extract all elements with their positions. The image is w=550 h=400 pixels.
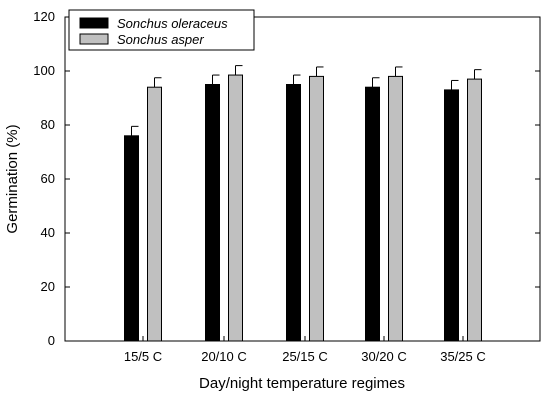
bar-series-2-5 <box>467 78 482 342</box>
bar-series-1-4 <box>365 86 380 342</box>
y-tick-label: 60 <box>41 171 55 186</box>
bar-series-2-4 <box>388 75 403 342</box>
legend-label-series-1: Sonchus oleraceus <box>117 16 228 31</box>
x-tick-label: 35/25 C <box>440 349 486 364</box>
plot-frame <box>64 16 541 342</box>
error-bars <box>131 65 482 136</box>
bar-series-2-3 <box>309 75 324 342</box>
y-axis-title: Germination (%) <box>4 124 21 233</box>
legend-label-series-2: Sonchus asper <box>117 32 204 47</box>
x-tick-label: 25/15 C <box>282 349 328 364</box>
legend: Sonchus oleraceus Sonchus asper <box>68 9 255 51</box>
x-axis-title: Day/night temperature regimes <box>199 375 405 392</box>
x-tick-label: 20/10 C <box>201 349 247 364</box>
legend-swatch-series-2 <box>79 33 109 45</box>
y-tick-label: 100 <box>33 63 55 78</box>
bar-series-1-3 <box>286 84 301 342</box>
y-tick-label: 20 <box>41 279 55 294</box>
y-tick-label: 40 <box>41 225 55 240</box>
y-tick-label: 120 <box>33 9 55 24</box>
y-tick-label: 80 <box>41 117 55 132</box>
bars <box>124 74 482 342</box>
x-axis: 15/5 C 20/10 C 25/15 C 30/20 C 35/25 C <box>124 336 486 364</box>
bar-series-1-5 <box>444 89 459 342</box>
y-axis: 0 20 40 60 80 100 120 <box>33 9 540 348</box>
legend-swatch-series-1 <box>79 17 109 29</box>
x-tick-label: 15/5 C <box>124 349 162 364</box>
bar-series-1-2 <box>205 84 220 342</box>
x-tick-label: 30/20 C <box>361 349 407 364</box>
bar-series-1-1 <box>124 135 139 342</box>
bar-series-2-1 <box>147 86 162 342</box>
bar-series-2-2 <box>228 74 243 342</box>
y-tick-label: 0 <box>48 333 55 348</box>
